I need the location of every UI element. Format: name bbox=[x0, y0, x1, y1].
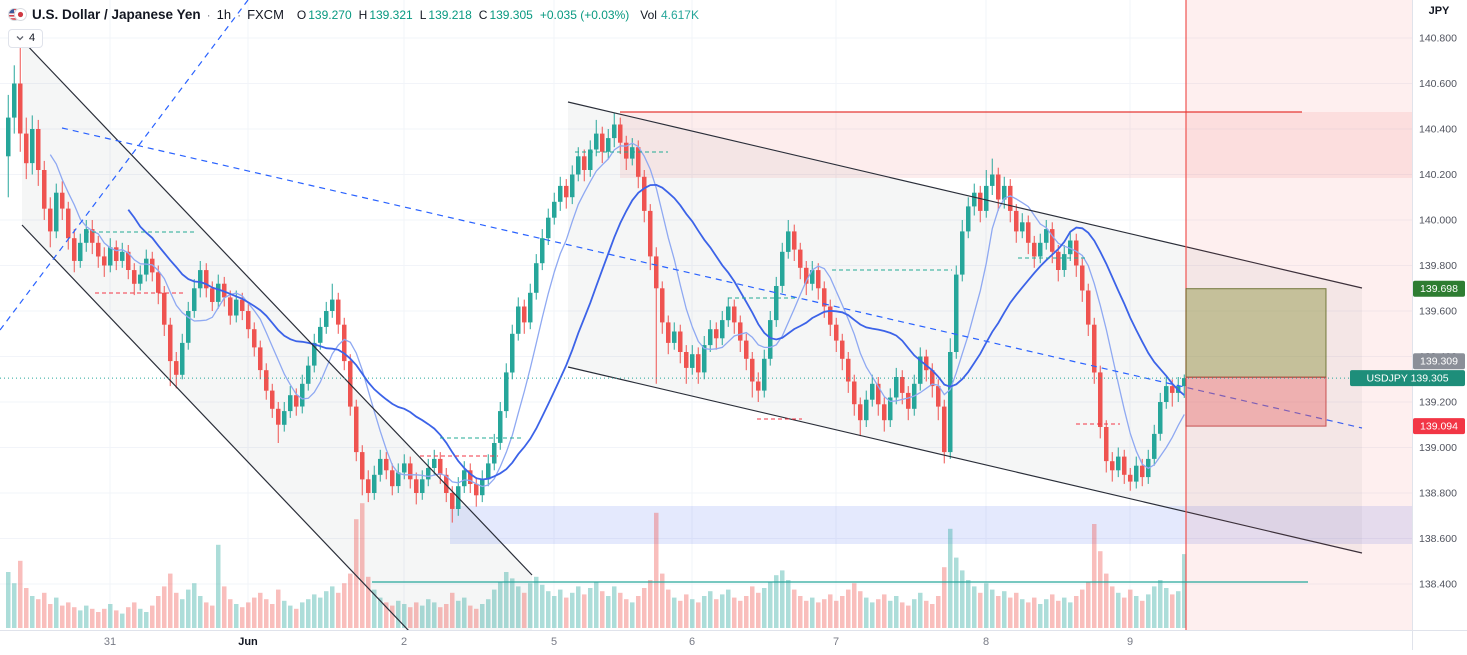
open-value: 139.270 bbox=[308, 7, 352, 22]
high-label: H bbox=[358, 7, 368, 22]
moving-averages-layer bbox=[49, 142, 1185, 488]
instrument-logo-icon bbox=[8, 5, 27, 24]
svg-text:9: 9 bbox=[1127, 636, 1133, 648]
volume-label: Vol bbox=[640, 7, 657, 22]
svg-text:7: 7 bbox=[833, 636, 839, 648]
svg-text:140.200: 140.200 bbox=[1419, 169, 1457, 181]
objects-count: 4 bbox=[29, 32, 36, 44]
svg-text:139.200: 139.200 bbox=[1419, 397, 1457, 409]
volume-value: 4.617K bbox=[660, 7, 699, 22]
svg-text:140.600: 140.600 bbox=[1419, 78, 1457, 90]
svg-text:138.400: 138.400 bbox=[1419, 579, 1457, 591]
close-label: C bbox=[478, 7, 488, 22]
price-badges-layer: 139.698 139.309 USDJPY 139.305 139.094 bbox=[1350, 280, 1465, 435]
svg-text:139.698: 139.698 bbox=[1420, 283, 1458, 295]
svg-text:138.800: 138.800 bbox=[1419, 488, 1457, 500]
separator-dot: · bbox=[206, 7, 211, 22]
volume-readout: Vol 4.617K bbox=[640, 8, 699, 22]
svg-text:2: 2 bbox=[401, 636, 407, 648]
svg-text:139.800: 139.800 bbox=[1419, 260, 1457, 272]
ohlc-readout: O 139.270 H 139.321 L 139.218 C 139.305 +0.0… bbox=[297, 8, 629, 22]
svg-text:139.094: 139.094 bbox=[1420, 421, 1458, 433]
zones-layer[interactable] bbox=[22, 40, 1412, 655]
svg-text:Jun: Jun bbox=[238, 636, 258, 648]
chevron-down-icon bbox=[16, 36, 24, 41]
volume-layer bbox=[6, 503, 1187, 628]
svg-text:JPY: JPY bbox=[1429, 5, 1450, 17]
low-readout: L 139.218 bbox=[420, 8, 472, 22]
objects-tree-toggle[interactable]: 4 bbox=[8, 29, 44, 49]
price-change: +0.035 (+0.03%) bbox=[539, 7, 630, 22]
chart-legend: U.S. Dollar / Japanese Yen · 1h · FXCM O… bbox=[8, 5, 699, 49]
low-label: L bbox=[419, 7, 427, 22]
svg-text:31: 31 bbox=[104, 636, 116, 648]
svg-text:139.309: 139.309 bbox=[1420, 356, 1458, 368]
svg-text:140.000: 140.000 bbox=[1419, 215, 1457, 227]
svg-text:USDJPY 139.305: USDJPY 139.305 bbox=[1366, 373, 1448, 385]
high-value: 139.321 bbox=[369, 7, 413, 22]
svg-text:138.600: 138.600 bbox=[1419, 533, 1457, 545]
svg-text:6: 6 bbox=[689, 636, 695, 648]
symbol-title[interactable]: U.S. Dollar / Japanese Yen bbox=[32, 7, 201, 22]
svg-text:140.400: 140.400 bbox=[1419, 124, 1457, 136]
close-value: 139.305 bbox=[489, 7, 533, 22]
symbol-info-row: U.S. Dollar / Japanese Yen · 1h · FXCM O… bbox=[8, 5, 699, 24]
svg-text:140.800: 140.800 bbox=[1419, 33, 1457, 45]
open-readout: O 139.270 bbox=[297, 8, 352, 22]
objects-row: 4 bbox=[8, 29, 699, 49]
timeframe-button[interactable]: 1h bbox=[216, 7, 232, 22]
svg-text:5: 5 bbox=[551, 636, 557, 648]
drawings-layer[interactable] bbox=[0, 0, 1412, 655]
exchange-label[interactable]: FXCM bbox=[247, 7, 284, 22]
close-readout: C 139.305 bbox=[479, 8, 533, 22]
svg-text:139.000: 139.000 bbox=[1419, 442, 1457, 454]
svg-text:139.600: 139.600 bbox=[1419, 306, 1457, 318]
svg-text:8: 8 bbox=[983, 636, 989, 648]
separator-dot: · bbox=[237, 7, 242, 22]
open-label: O bbox=[296, 7, 307, 22]
low-value: 139.218 bbox=[428, 7, 472, 22]
high-readout: H 139.321 bbox=[359, 8, 413, 22]
